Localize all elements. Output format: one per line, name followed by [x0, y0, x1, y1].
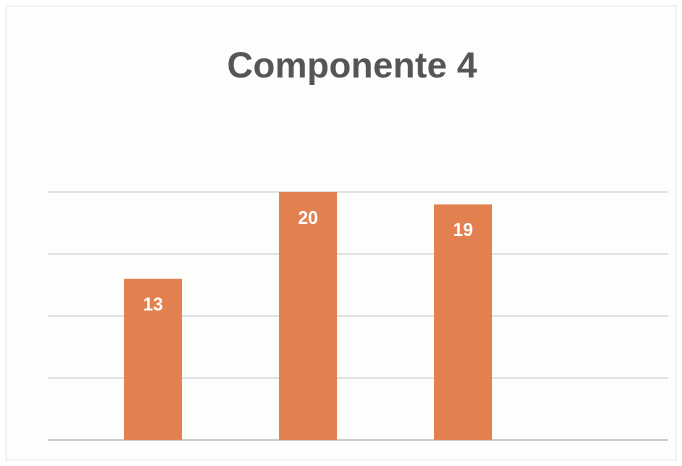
bar	[124, 278, 182, 440]
data-label: 19	[453, 220, 473, 240]
data-label: 13	[143, 295, 163, 315]
data-label: 20	[298, 208, 318, 228]
chart-title: Componente 4	[227, 45, 477, 86]
bar	[434, 204, 492, 440]
bar	[279, 192, 337, 440]
chart-frame	[5, 5, 677, 461]
